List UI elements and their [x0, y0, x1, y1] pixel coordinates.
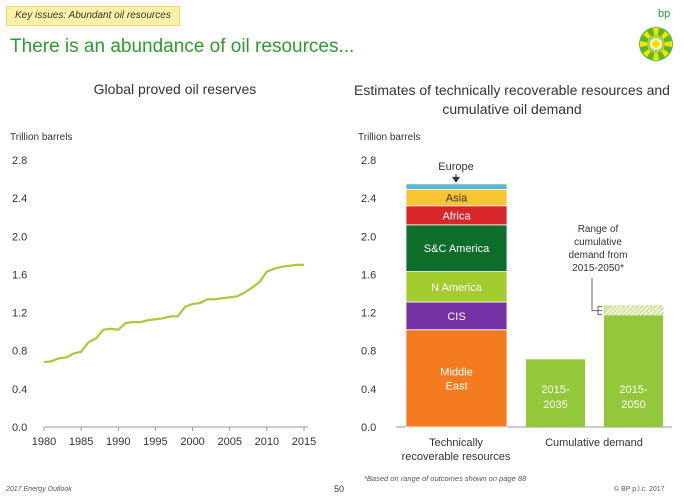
y-tick-label: 0.4	[361, 384, 376, 396]
y-tick-label: 2.0	[12, 231, 27, 243]
x-category-label: Cumulative demand	[545, 437, 643, 449]
demand-bar-2015-2035	[526, 359, 585, 427]
bar-segment-n-america	[405, 271, 508, 303]
bar-segment-europe	[405, 183, 508, 190]
bar-segment-africa	[405, 205, 508, 226]
bar-segment-middle-east	[405, 329, 508, 428]
range-hatch	[657, 305, 668, 316]
y-tick-label: 1.6	[12, 269, 27, 281]
range-hatch	[662, 305, 673, 316]
right-chart-title: Estimates of technically recoverable res…	[354, 82, 670, 117]
range-hatch	[626, 305, 637, 316]
x-tick-label: 1980	[32, 436, 56, 448]
bar-segment-sc-america	[405, 224, 508, 272]
y-tick-label: 0.8	[361, 346, 376, 358]
europe-arrowhead	[452, 176, 460, 183]
copyright: © BP p.l.c. 2017	[614, 486, 665, 493]
segment-label: Asia	[446, 193, 468, 205]
demand-range-band	[603, 305, 664, 316]
section-tag: Key issues: Abundant oil resources	[6, 6, 180, 26]
range-hatch	[644, 305, 655, 316]
demand-bar-label: 2015-	[541, 384, 569, 396]
segment-label: Middle	[440, 366, 472, 378]
europe-label: Europe	[438, 161, 473, 173]
y-tick-label: 2.0	[361, 231, 376, 243]
x-category-label: Technically	[429, 437, 483, 449]
x-tick-label: 2005	[217, 436, 241, 448]
x-tick-label: 2010	[255, 436, 279, 448]
range-hatch	[617, 305, 628, 316]
y-tick-label: 1.2	[361, 308, 376, 320]
left-y-unit: Trillion barrels	[10, 132, 73, 143]
segment-label: N America	[431, 282, 483, 294]
segment-label: CIS	[447, 311, 465, 323]
footnote: *Based on range of outcomes shown on pag…	[364, 474, 527, 483]
x-tick-label: 1995	[143, 436, 167, 448]
range-hatch	[648, 305, 659, 316]
x-tick-label: 1985	[69, 436, 93, 448]
page-headline: There is an abundance of oil resources..…	[10, 36, 355, 57]
x-tick-label: 1990	[106, 436, 130, 448]
range-bracket	[597, 306, 602, 316]
y-tick-label: 0.0	[361, 422, 376, 434]
right-y-unit: Trillion barrels	[358, 132, 421, 143]
bp-wordmark: bp	[658, 8, 670, 20]
segment-label: S&C America	[424, 243, 490, 255]
range-hatch	[653, 305, 664, 316]
bp-logo: bp	[639, 8, 673, 61]
reserves-series-line	[43, 263, 304, 364]
range-hatch	[630, 305, 641, 316]
segment-label: East	[445, 380, 467, 392]
y-tick-label: 1.2	[12, 308, 27, 320]
demand-bar-label: 2050	[621, 399, 645, 411]
range-annotation-line: 2015-2050*	[572, 263, 624, 274]
range-annotation-line: cumulative	[574, 237, 622, 248]
demand-bar-2015-2050	[604, 315, 663, 427]
y-tick-label: 1.6	[361, 269, 376, 281]
page-number: 50	[334, 484, 345, 494]
footer-publication: 2017 Energy Outlook	[6, 486, 72, 493]
demand-bar-label: 2015-	[619, 384, 647, 396]
y-tick-label: 0.8	[12, 346, 27, 358]
demand-bar-label: 2035	[543, 399, 567, 411]
range-annotation-line: demand from	[569, 250, 628, 261]
y-tick-label: 2.4	[361, 193, 376, 205]
y-tick-label: 0.4	[12, 384, 27, 396]
y-tick-label: 2.8	[361, 155, 376, 167]
x-tick-label: 2015	[292, 436, 316, 448]
x-category-label: recoverable resources	[402, 451, 511, 463]
bar-segment-cis	[405, 301, 508, 331]
left-chart-title: Global proved oil reserves	[93, 81, 257, 97]
range-hatch	[635, 305, 646, 316]
segment-label: Africa	[442, 210, 471, 222]
range-hatch	[639, 305, 650, 316]
range-hatch	[621, 305, 632, 316]
bar-segment-asia	[405, 189, 508, 207]
range-hatch	[612, 305, 623, 316]
range-hatch	[603, 305, 614, 316]
range-leader-line	[591, 278, 602, 312]
x-tick-label: 2000	[180, 436, 204, 448]
range-annotation-line: Range of	[578, 224, 619, 235]
range-hatch	[608, 305, 619, 316]
y-tick-label: 2.8	[12, 155, 27, 167]
y-tick-label: 2.4	[12, 193, 27, 205]
y-tick-label: 0.0	[12, 422, 27, 434]
